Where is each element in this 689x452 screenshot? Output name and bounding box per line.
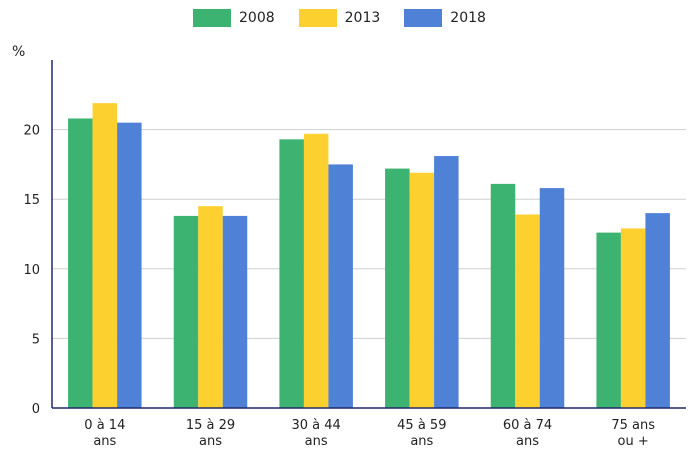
bar-2013-5	[620, 228, 646, 408]
y-tick-label-15: 15	[23, 193, 40, 208]
legend-item-2018: 2018	[404, 9, 486, 27]
bar-2008-1	[173, 215, 199, 408]
y-tick-label-5: 5	[32, 332, 40, 347]
x-tick-label-5-0: 75 ans	[611, 418, 655, 433]
bar-2008-5	[596, 232, 621, 408]
y-axis-label: %	[12, 44, 25, 60]
x-tick-label-3-0: 45 à 59	[397, 418, 446, 433]
y-tick-label-10: 10	[23, 263, 40, 278]
legend-label-2018: 2018	[450, 10, 486, 26]
legend-item-2013: 2013	[298, 9, 381, 27]
legend-swatch-2013	[298, 9, 337, 27]
bar-2013-2	[303, 133, 329, 408]
bar-2018-3	[434, 156, 459, 408]
bar-2013-1	[198, 206, 223, 408]
x-tick-label-2-0: 30 à 44	[292, 418, 341, 433]
bar-2018-0	[117, 122, 142, 408]
x-tick-label-1-1: ans	[199, 434, 222, 449]
x-tick-label-2-1: ans	[305, 434, 328, 449]
legend-swatch-2008	[193, 9, 231, 27]
x-tick-label-5-1: ou +	[618, 434, 649, 449]
bar-2008-2	[279, 139, 304, 408]
bar-2018-1	[222, 215, 248, 408]
x-tick-label-0-0: 0 à 14	[84, 418, 125, 433]
bar-2013-0	[92, 103, 118, 408]
y-tick-label-0: 0	[32, 402, 40, 417]
legend-item-2008: 2008	[193, 9, 275, 27]
legend-swatch-2018	[404, 9, 443, 27]
x-tick-label-4-1: ans	[516, 434, 539, 449]
x-tick-label-4-0: 60 à 74	[503, 418, 552, 433]
x-tick-label-1-0: 15 à 29	[186, 418, 235, 433]
bar-2008-0	[68, 118, 93, 409]
legend-label-2013: 2013	[344, 10, 381, 26]
x-tick-label-0-1: ans	[93, 434, 116, 449]
x-tick-label-3-1: ans	[410, 434, 433, 449]
bar-2013-3	[409, 172, 435, 408]
bar-2018-5	[645, 213, 670, 408]
bar-2013-4	[515, 214, 540, 408]
y-tick-label-20: 20	[23, 124, 40, 139]
legend-label-2008: 2008	[239, 10, 275, 26]
bar-2008-4	[490, 183, 516, 408]
bar-2018-2	[328, 164, 353, 408]
bar-2008-3	[385, 168, 410, 408]
legend: 2008 2013 2018	[193, 7, 510, 29]
bar-2018-4	[539, 188, 565, 408]
